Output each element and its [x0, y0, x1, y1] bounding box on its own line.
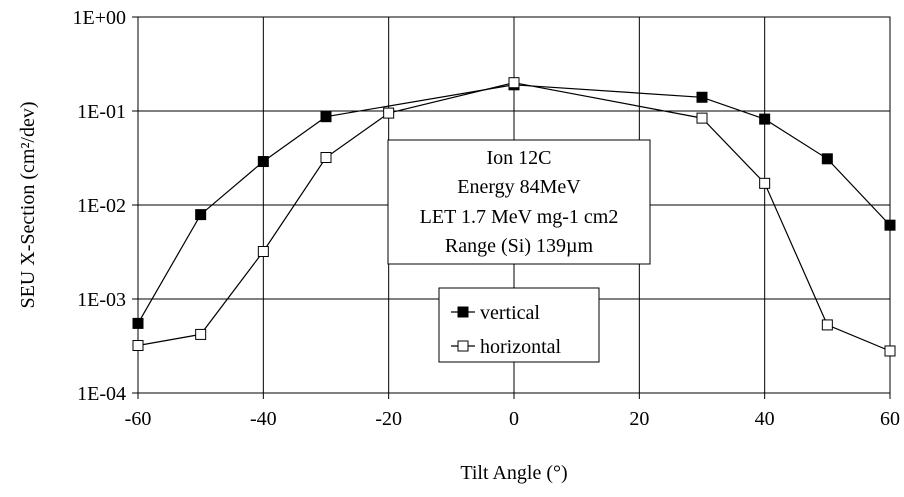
- data-point-vertical: [132, 317, 144, 329]
- x-tick-label: 60: [880, 408, 900, 430]
- legend: vertical horizontal: [438, 287, 600, 363]
- x-axis-ticks: -60 -40 -20 0 20 40 60: [125, 393, 900, 430]
- data-point-vertical: [320, 111, 332, 123]
- data-point-horizontal: [132, 340, 144, 352]
- legend-marker-filled-square: [457, 306, 469, 318]
- x-tick-label: -60: [125, 408, 152, 430]
- y-axis-ticks: 1E+00 1E-01 1E-02 1E-03 1E-04: [73, 7, 138, 405]
- data-point-vertical: [884, 219, 896, 231]
- y-tick-label: 1E+00: [73, 7, 127, 29]
- y-tick-label: 1E-03: [77, 289, 126, 311]
- y-tick-label: 1E-01: [77, 101, 126, 123]
- series-layer: [132, 77, 896, 357]
- data-point-vertical: [759, 113, 771, 125]
- legend-marker-open-square: [457, 340, 469, 352]
- x-tick-label: -20: [375, 408, 402, 430]
- annotation-line-3: LET 1.7 MeV mg-1 cm2: [420, 206, 619, 228]
- data-point-horizontal: [759, 177, 771, 189]
- data-point-horizontal: [195, 328, 207, 340]
- legend-item-horizontal: horizontal: [451, 336, 562, 358]
- data-point-horizontal: [257, 246, 269, 258]
- series-line-horizontal: [137, 82, 891, 352]
- annotation-line-4: Range (Si) 139µm: [445, 235, 594, 257]
- y-tick-label: 1E-04: [77, 383, 126, 405]
- data-point-vertical: [195, 209, 207, 221]
- data-point-vertical: [821, 153, 833, 165]
- legend-label-vertical: vertical: [480, 302, 540, 324]
- data-point-vertical: [696, 91, 708, 103]
- x-tick-label: 20: [629, 408, 649, 430]
- x-tick-label: 40: [755, 408, 775, 430]
- x-axis-label: Tilt Angle (°): [460, 462, 567, 484]
- data-point-vertical: [257, 156, 269, 168]
- x-tick-label: 0: [509, 408, 519, 430]
- x-tick-label: -40: [250, 408, 277, 430]
- legend-label-horizontal: horizontal: [480, 336, 562, 358]
- data-point-horizontal: [508, 77, 520, 89]
- annotation-line-1: Ion 12C: [487, 147, 552, 169]
- annotation-frame: [387, 139, 651, 265]
- annotation-box: Ion 12C Energy 84MeV LET 1.7 MeV mg-1 cm…: [387, 139, 651, 265]
- y-tick-label: 1E-02: [77, 195, 126, 217]
- data-point-horizontal: [320, 152, 332, 164]
- annotation-line-2: Energy 84MeV: [457, 176, 581, 198]
- data-point-horizontal: [383, 107, 395, 119]
- legend-item-vertical: vertical: [451, 302, 540, 324]
- y-axis-label: SEU X-Section (cm²/dev): [17, 101, 39, 308]
- data-point-horizontal: [821, 319, 833, 331]
- data-point-horizontal: [696, 112, 708, 124]
- data-point-horizontal: [884, 345, 896, 357]
